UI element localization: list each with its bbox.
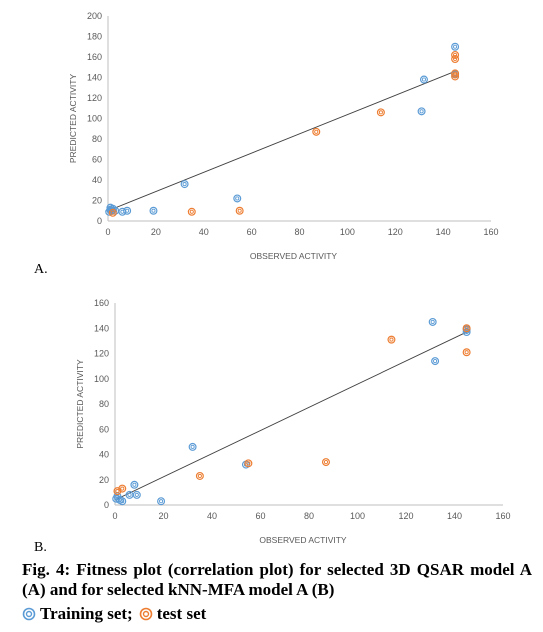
panel-0-training-point: [451, 42, 460, 51]
panel-1-test-point: [387, 335, 396, 344]
panel-0-y-tick-label: 160: [87, 52, 102, 62]
panel-0-training-point: [419, 75, 428, 84]
panel-1-y-tick-label: 60: [99, 424, 109, 434]
panel-1-y-tick-label: 40: [99, 450, 109, 460]
test-marker-icon: [139, 607, 153, 621]
panel-0-x-tick-label: 140: [436, 227, 451, 237]
panel-1-training-point: [132, 490, 141, 499]
panel-0-x-tick-label: 120: [388, 227, 403, 237]
panel-0-test-point: [312, 127, 321, 136]
fitness-plots: 0 20 40 60 80 100 120 140 160 0 20 40 60 80 100 120 140 1…: [68, 11, 511, 545]
panel-0-x-tick-label: 20: [151, 227, 161, 237]
panel-1-test-point: [118, 484, 127, 493]
panel-0-training-point: [233, 194, 242, 203]
panel-0-test-point: [108, 208, 117, 217]
panel-0-y-tick-label: 40: [92, 175, 102, 185]
panel-1-training-point: [428, 317, 437, 326]
panel-0-test-point: [235, 206, 244, 215]
training-marker-icon: [22, 607, 36, 621]
panel-0-y-tick-label: 60: [92, 155, 102, 165]
panel-1-y-axis-title: PREDICTED ACTIVITY: [75, 359, 85, 449]
panel-1-y-tick-label: 80: [99, 399, 109, 409]
panel-1-y-tick-label: 160: [94, 298, 109, 308]
panel-1-x-tick-label: 120: [398, 511, 413, 521]
panel-1-test-point: [113, 487, 122, 496]
panel-0-x-tick-label: 60: [247, 227, 257, 237]
panel-0-training-point: [149, 206, 158, 215]
panel-0-y-axis-title: PREDICTED ACTIVITY: [68, 74, 78, 164]
panel-1-training-point: [188, 442, 197, 451]
panel-1-test-point: [462, 348, 471, 357]
panel-1-x-tick-label: 160: [495, 511, 510, 521]
panel-0-test-point: [376, 108, 385, 117]
panel-0-x-tick-label: 0: [105, 227, 110, 237]
panel-0-y-tick-label: 0: [97, 216, 102, 226]
panel-0-test-point: [451, 50, 460, 59]
panel-0-y-tick-label: 140: [87, 73, 102, 83]
panel-1-y-tick-label: 120: [94, 349, 109, 359]
panel-1-test-point: [195, 471, 204, 480]
panel-0-x-tick-label: 160: [483, 227, 498, 237]
panel-1-test-point: [244, 459, 253, 468]
panel-0-x-tick-label: 80: [294, 227, 304, 237]
panel-1-y-tick-label: 140: [94, 323, 109, 333]
panel-1-training-point: [118, 497, 127, 506]
panel-0-training-point: [417, 107, 426, 116]
panel-1-x-axis-title: OBSERVED ACTIVITY: [259, 535, 347, 545]
panel-label-b: B.: [34, 540, 47, 555]
panel-0-training-point: [118, 207, 127, 216]
legend-training-label: Training set;: [40, 604, 133, 623]
panel-0-trendline: [107, 70, 456, 212]
panel-1-y-tick-label: 20: [99, 475, 109, 485]
panel-1-x-tick-label: 40: [207, 511, 217, 521]
panel-1-x-tick-label: 140: [447, 511, 462, 521]
panel-0-training-point: [180, 180, 189, 189]
panel-0-test-point: [187, 207, 196, 216]
panel-0-x-tick-label: 100: [340, 227, 355, 237]
panel-0-x-tick-label: 40: [199, 227, 209, 237]
figure-caption: Fig. 4: Fitness plot (correlation plot) …: [22, 560, 532, 599]
panel-1-trendline: [114, 331, 467, 501]
panel-1-y-tick-label: 100: [94, 374, 109, 384]
panel-0-y-tick-label: 180: [87, 32, 102, 42]
panel-1-test-point: [321, 458, 330, 467]
panel-0-training-point: [123, 206, 132, 215]
panel-1-training-point: [157, 497, 166, 506]
panel-1-test-point: [462, 324, 471, 333]
figure-legend: Training set; test set: [22, 604, 206, 624]
panel-label-a: A.: [34, 262, 48, 277]
panel-0-y-tick-label: 200: [87, 11, 102, 21]
panel-1-training-point: [130, 480, 139, 489]
panel-1-y-tick-label: 0: [104, 500, 109, 510]
panel-0-y-tick-label: 20: [92, 196, 102, 206]
panel-1-x-tick-label: 20: [158, 511, 168, 521]
panel-0-test-point: [451, 69, 460, 78]
panel-0-x-axis-title: OBSERVED ACTIVITY: [250, 251, 338, 261]
panel-0-y-tick-label: 100: [87, 114, 102, 124]
legend-test-label: test set: [156, 604, 207, 623]
panel-0-y-tick-label: 120: [87, 93, 102, 103]
panel-1-x-tick-label: 60: [255, 511, 265, 521]
panel-0-y-tick-label: 80: [92, 134, 102, 144]
panel-1-x-tick-label: 0: [112, 511, 117, 521]
panel-1-training-point: [431, 357, 440, 366]
panel-1-x-tick-label: 80: [304, 511, 314, 521]
panel-0-test-point: [451, 55, 460, 64]
panel-1-x-tick-label: 100: [350, 511, 365, 521]
panel-0-training-point: [108, 204, 117, 213]
